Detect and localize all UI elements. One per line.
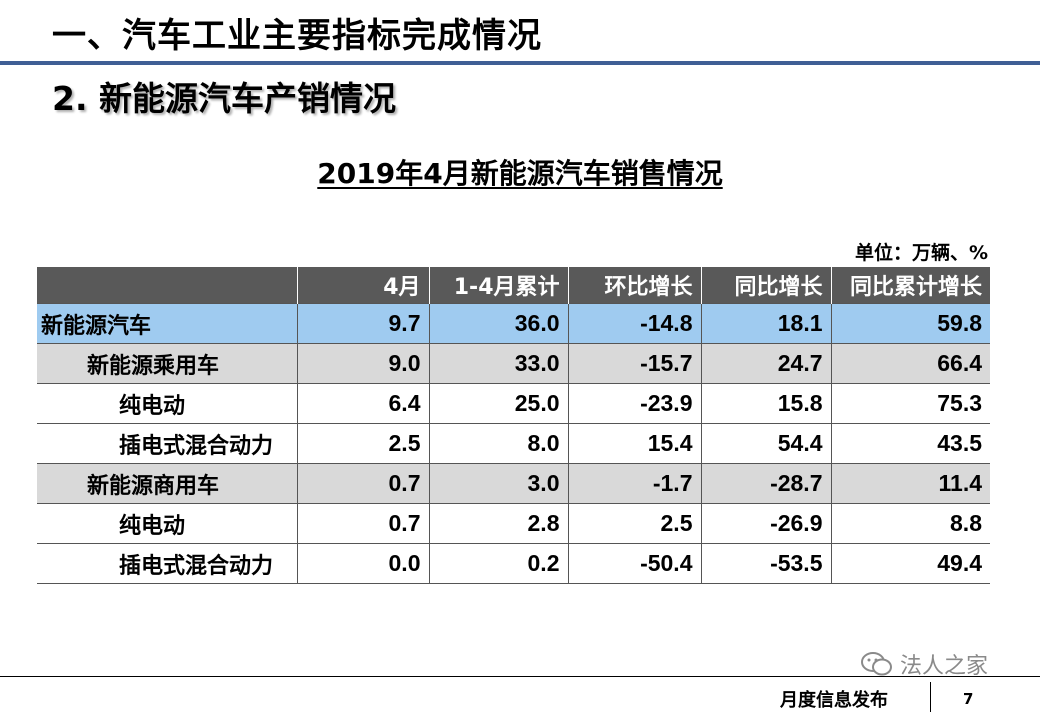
table-cell: 8.8 [830, 503, 990, 544]
table-cell: -23.9 [567, 383, 701, 424]
table-cell: 9.7 [296, 303, 429, 344]
table-header-row: 4月 1-4月累计 环比增长 同比增长 同比累计增长 [37, 267, 990, 304]
row-label: 新能源乘用车 [37, 343, 297, 384]
table-cell: 49.4 [830, 543, 990, 584]
footer-rule [0, 676, 1040, 677]
watermark: 法人之家 [860, 648, 988, 680]
row-label: 纯电动 [37, 383, 297, 424]
table-cell: -15.7 [567, 343, 701, 384]
table-cell: 43.5 [830, 423, 990, 464]
row-label: 插电式混合动力 [37, 423, 297, 464]
title-rule [0, 61, 1040, 65]
table-cell: 8.0 [428, 423, 568, 464]
table-cell: 33.0 [428, 343, 568, 384]
table-cell: 54.4 [700, 423, 831, 464]
table-row: 新能源乘用车 9.0 33.0 -15.7 24.7 66.4 [37, 343, 990, 384]
table-cell: 2.8 [428, 503, 568, 544]
table-row: 纯电动 6.4 25.0 -23.9 15.8 75.3 [37, 383, 990, 424]
row-label: 新能源商用车 [37, 463, 297, 504]
table-cell: 36.0 [428, 303, 568, 344]
column-header: 1-4月累计 [428, 267, 568, 304]
column-header: 环比增长 [567, 267, 701, 304]
table-row: 新能源汽车 9.7 36.0 -14.8 18.1 59.8 [37, 303, 990, 344]
table-cell: 2.5 [296, 423, 429, 464]
table-cell: 66.4 [830, 343, 990, 384]
table-row: 插电式混合动力 0.0 0.2 -50.4 -53.5 49.4 [37, 543, 990, 584]
column-header: 同比增长 [700, 267, 831, 304]
table-cell: 11.4 [830, 463, 990, 504]
table-row: 新能源商用车 0.7 3.0 -1.7 -28.7 11.4 [37, 463, 990, 504]
table-cell: 6.4 [296, 383, 429, 424]
table-cell: 0.0 [296, 543, 429, 584]
row-label: 纯电动 [37, 503, 297, 544]
table-cell: -1.7 [567, 463, 701, 504]
section-title: 2. 新能源汽车产销情况 [52, 79, 396, 118]
footer-label: 月度信息发布 [780, 690, 888, 711]
table-row: 插电式混合动力 2.5 8.0 15.4 54.4 43.5 [37, 423, 990, 464]
table-cell: -26.9 [700, 503, 831, 544]
table-cell: 0.7 [296, 503, 429, 544]
table-cell: 24.7 [700, 343, 831, 384]
footer-divider [930, 682, 931, 712]
table-cell: 75.3 [830, 383, 990, 424]
unit-note: 单位：万辆、% [854, 242, 988, 264]
table-cell: 15.4 [567, 423, 701, 464]
slide-title: 一、汽车工业主要指标完成情况 [52, 16, 542, 56]
column-header: 同比累计增长 [830, 267, 990, 304]
table-cell: -50.4 [567, 543, 701, 584]
wechat-icon [860, 650, 894, 678]
table-row: 纯电动 0.7 2.8 2.5 -26.9 8.8 [37, 503, 990, 544]
table-cell: 18.1 [700, 303, 831, 344]
table-cell: 15.8 [700, 383, 831, 424]
table-title-text: 2019年4月新能源汽车销售情况 [317, 157, 723, 190]
table-cell: -28.7 [700, 463, 831, 504]
row-label: 插电式混合动力 [37, 543, 297, 584]
table-cell: 59.8 [830, 303, 990, 344]
table-cell: 0.2 [428, 543, 568, 584]
table-title: 2019年4月新能源汽车销售情况 [0, 152, 1040, 192]
table-cell: 25.0 [428, 383, 568, 424]
page-number: 7 [963, 690, 974, 708]
watermark-text: 法人之家 [900, 654, 989, 679]
table-cell: 0.7 [296, 463, 429, 504]
column-header: 4月 [296, 267, 429, 304]
table-cell: -53.5 [700, 543, 831, 584]
table-cell: 9.0 [296, 343, 429, 384]
table-cell: 2.5 [567, 503, 701, 544]
row-label: 新能源汽车 [37, 303, 297, 344]
table-cell: 3.0 [428, 463, 568, 504]
sales-table: 4月 1-4月累计 环比增长 同比增长 同比累计增长 新能源汽车 9.7 36.… [37, 267, 990, 584]
column-header [37, 267, 297, 304]
table-cell: -14.8 [567, 303, 701, 344]
